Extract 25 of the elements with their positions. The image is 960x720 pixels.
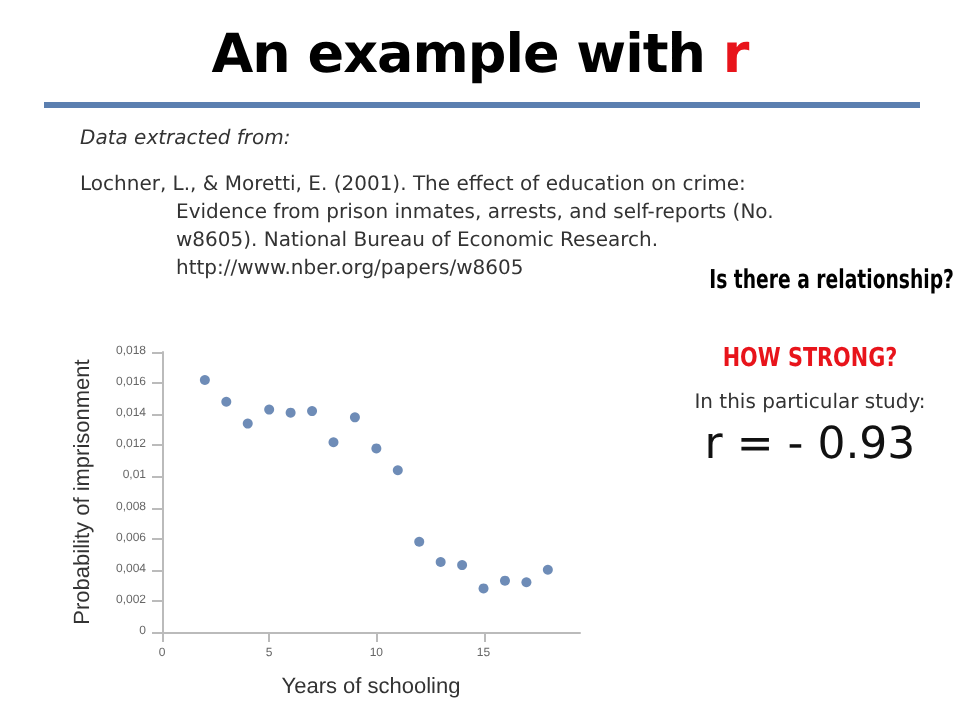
point bbox=[457, 560, 468, 571]
text: HOW STRONG? bbox=[720, 344, 900, 374]
point bbox=[285, 407, 296, 418]
x-axis-title: Years of schooling bbox=[281, 675, 461, 699]
point bbox=[542, 564, 553, 575]
text: r = - 0.93 bbox=[702, 420, 918, 470]
point bbox=[521, 577, 532, 588]
chart-title: An example with r bbox=[211, 24, 749, 86]
point bbox=[199, 375, 210, 385]
point bbox=[349, 412, 360, 423]
point bbox=[307, 406, 318, 417]
point bbox=[392, 465, 403, 476]
point bbox=[478, 583, 489, 594]
y-axis-title: Probability of imprisonment bbox=[71, 359, 95, 625]
point bbox=[371, 443, 382, 454]
point bbox=[499, 575, 510, 586]
point bbox=[435, 557, 446, 567]
text: In this particular study: bbox=[692, 392, 928, 414]
text: Data extracted from: bbox=[80, 128, 293, 150]
point bbox=[242, 418, 253, 429]
point bbox=[328, 437, 339, 448]
point bbox=[221, 396, 232, 407]
point bbox=[414, 536, 425, 547]
text: Is there a relationship? bbox=[709, 266, 954, 296]
point bbox=[264, 404, 275, 415]
